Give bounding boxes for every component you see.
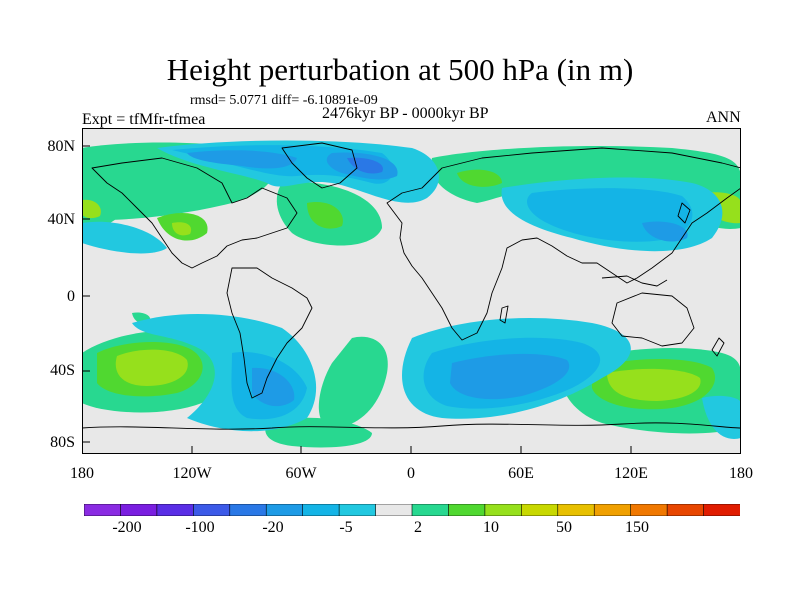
coastline-outline (82, 142, 741, 430)
season-label: ANN (706, 109, 741, 126)
anomaly-band (347, 157, 383, 174)
madagascar-outline (499, 305, 509, 324)
lat-label: 80N (47, 138, 75, 155)
lon-label: 60E (508, 465, 534, 482)
north-america-outline (91, 157, 298, 269)
colorbar-swatch (265, 504, 304, 516)
anomaly-band (307, 202, 343, 229)
anomaly-band (82, 221, 167, 254)
colorbar-swatch (375, 504, 413, 516)
anomaly-band (115, 349, 188, 386)
colorbar-swatch (448, 504, 486, 516)
anomaly-band (82, 199, 101, 219)
colorbar-swatch (630, 504, 668, 516)
colorbar-label: -5 (339, 519, 353, 536)
colorbar-swatch (411, 504, 450, 516)
colorbar-swatch (593, 504, 632, 516)
lon-label: 180 (70, 465, 94, 482)
map-panel (82, 128, 741, 454)
plot-title: Height perturbation at 500 hPa (in m) (166, 52, 634, 87)
new-zealand-outline (711, 337, 725, 357)
colorbar-label: -20 (262, 519, 284, 536)
south-america-outline (226, 267, 313, 399)
eurasia-africa-outline (386, 147, 741, 341)
antarctica-outline (82, 422, 741, 430)
lon-label: 60W (285, 465, 317, 482)
lon-label: 0 (407, 465, 415, 482)
japan-outline (677, 202, 691, 224)
colorbar-label: -200 (112, 519, 142, 536)
anomaly-band (457, 169, 502, 187)
anomaly-band (172, 222, 192, 236)
colorbar-swatch (484, 504, 522, 516)
lon-label: 120E (614, 465, 648, 482)
lat-label: 40S (50, 362, 75, 379)
colorbar-swatch (703, 504, 740, 516)
colorbar-label: 50 (556, 519, 572, 536)
lon-label: 120W (172, 465, 212, 482)
colorbar-swatch (84, 504, 122, 516)
colorbar-swatch (229, 504, 267, 516)
anomaly-band (265, 417, 372, 448)
colorbar-label: 150 (625, 519, 649, 536)
australia-outline (611, 292, 695, 347)
colorbar-swatch (302, 504, 340, 516)
anomaly-band (318, 336, 388, 428)
anomaly-band (187, 150, 297, 169)
lat-label: 0 (67, 288, 75, 305)
anomaly-band (450, 353, 570, 400)
anomaly-band (702, 395, 741, 439)
colorbar-swatch (521, 504, 559, 516)
colorbar-swatch (557, 504, 595, 516)
colorbar (84, 504, 740, 516)
colorbar-label: -100 (185, 519, 215, 536)
colorbar-swatch (666, 504, 705, 516)
lat-label: 40N (47, 211, 75, 228)
map-ticks (82, 145, 632, 454)
stats-text: rmsd= 5.0771 diff= -6.10891e-09 (190, 93, 378, 108)
anomaly-band (642, 221, 688, 242)
colorbar-swatch (193, 504, 231, 516)
colorbar-swatch (338, 504, 377, 516)
colorbar-swatch (120, 504, 158, 516)
lat-label: 80S (50, 434, 75, 451)
anomaly-band (252, 367, 295, 407)
colorbar-label: 10 (483, 519, 499, 536)
colorbar-swatch (156, 504, 194, 516)
indonesia-outline (601, 275, 668, 287)
period-label: 2476kyr BP - 0000kyr BP (322, 105, 489, 122)
greenland-outline (281, 142, 358, 189)
anomaly-band (607, 368, 701, 401)
colorbar-label: 2 (414, 519, 422, 536)
lon-label: 180 (729, 465, 753, 482)
experiment-label: Expt = tfMfr-tfmea (82, 111, 206, 128)
